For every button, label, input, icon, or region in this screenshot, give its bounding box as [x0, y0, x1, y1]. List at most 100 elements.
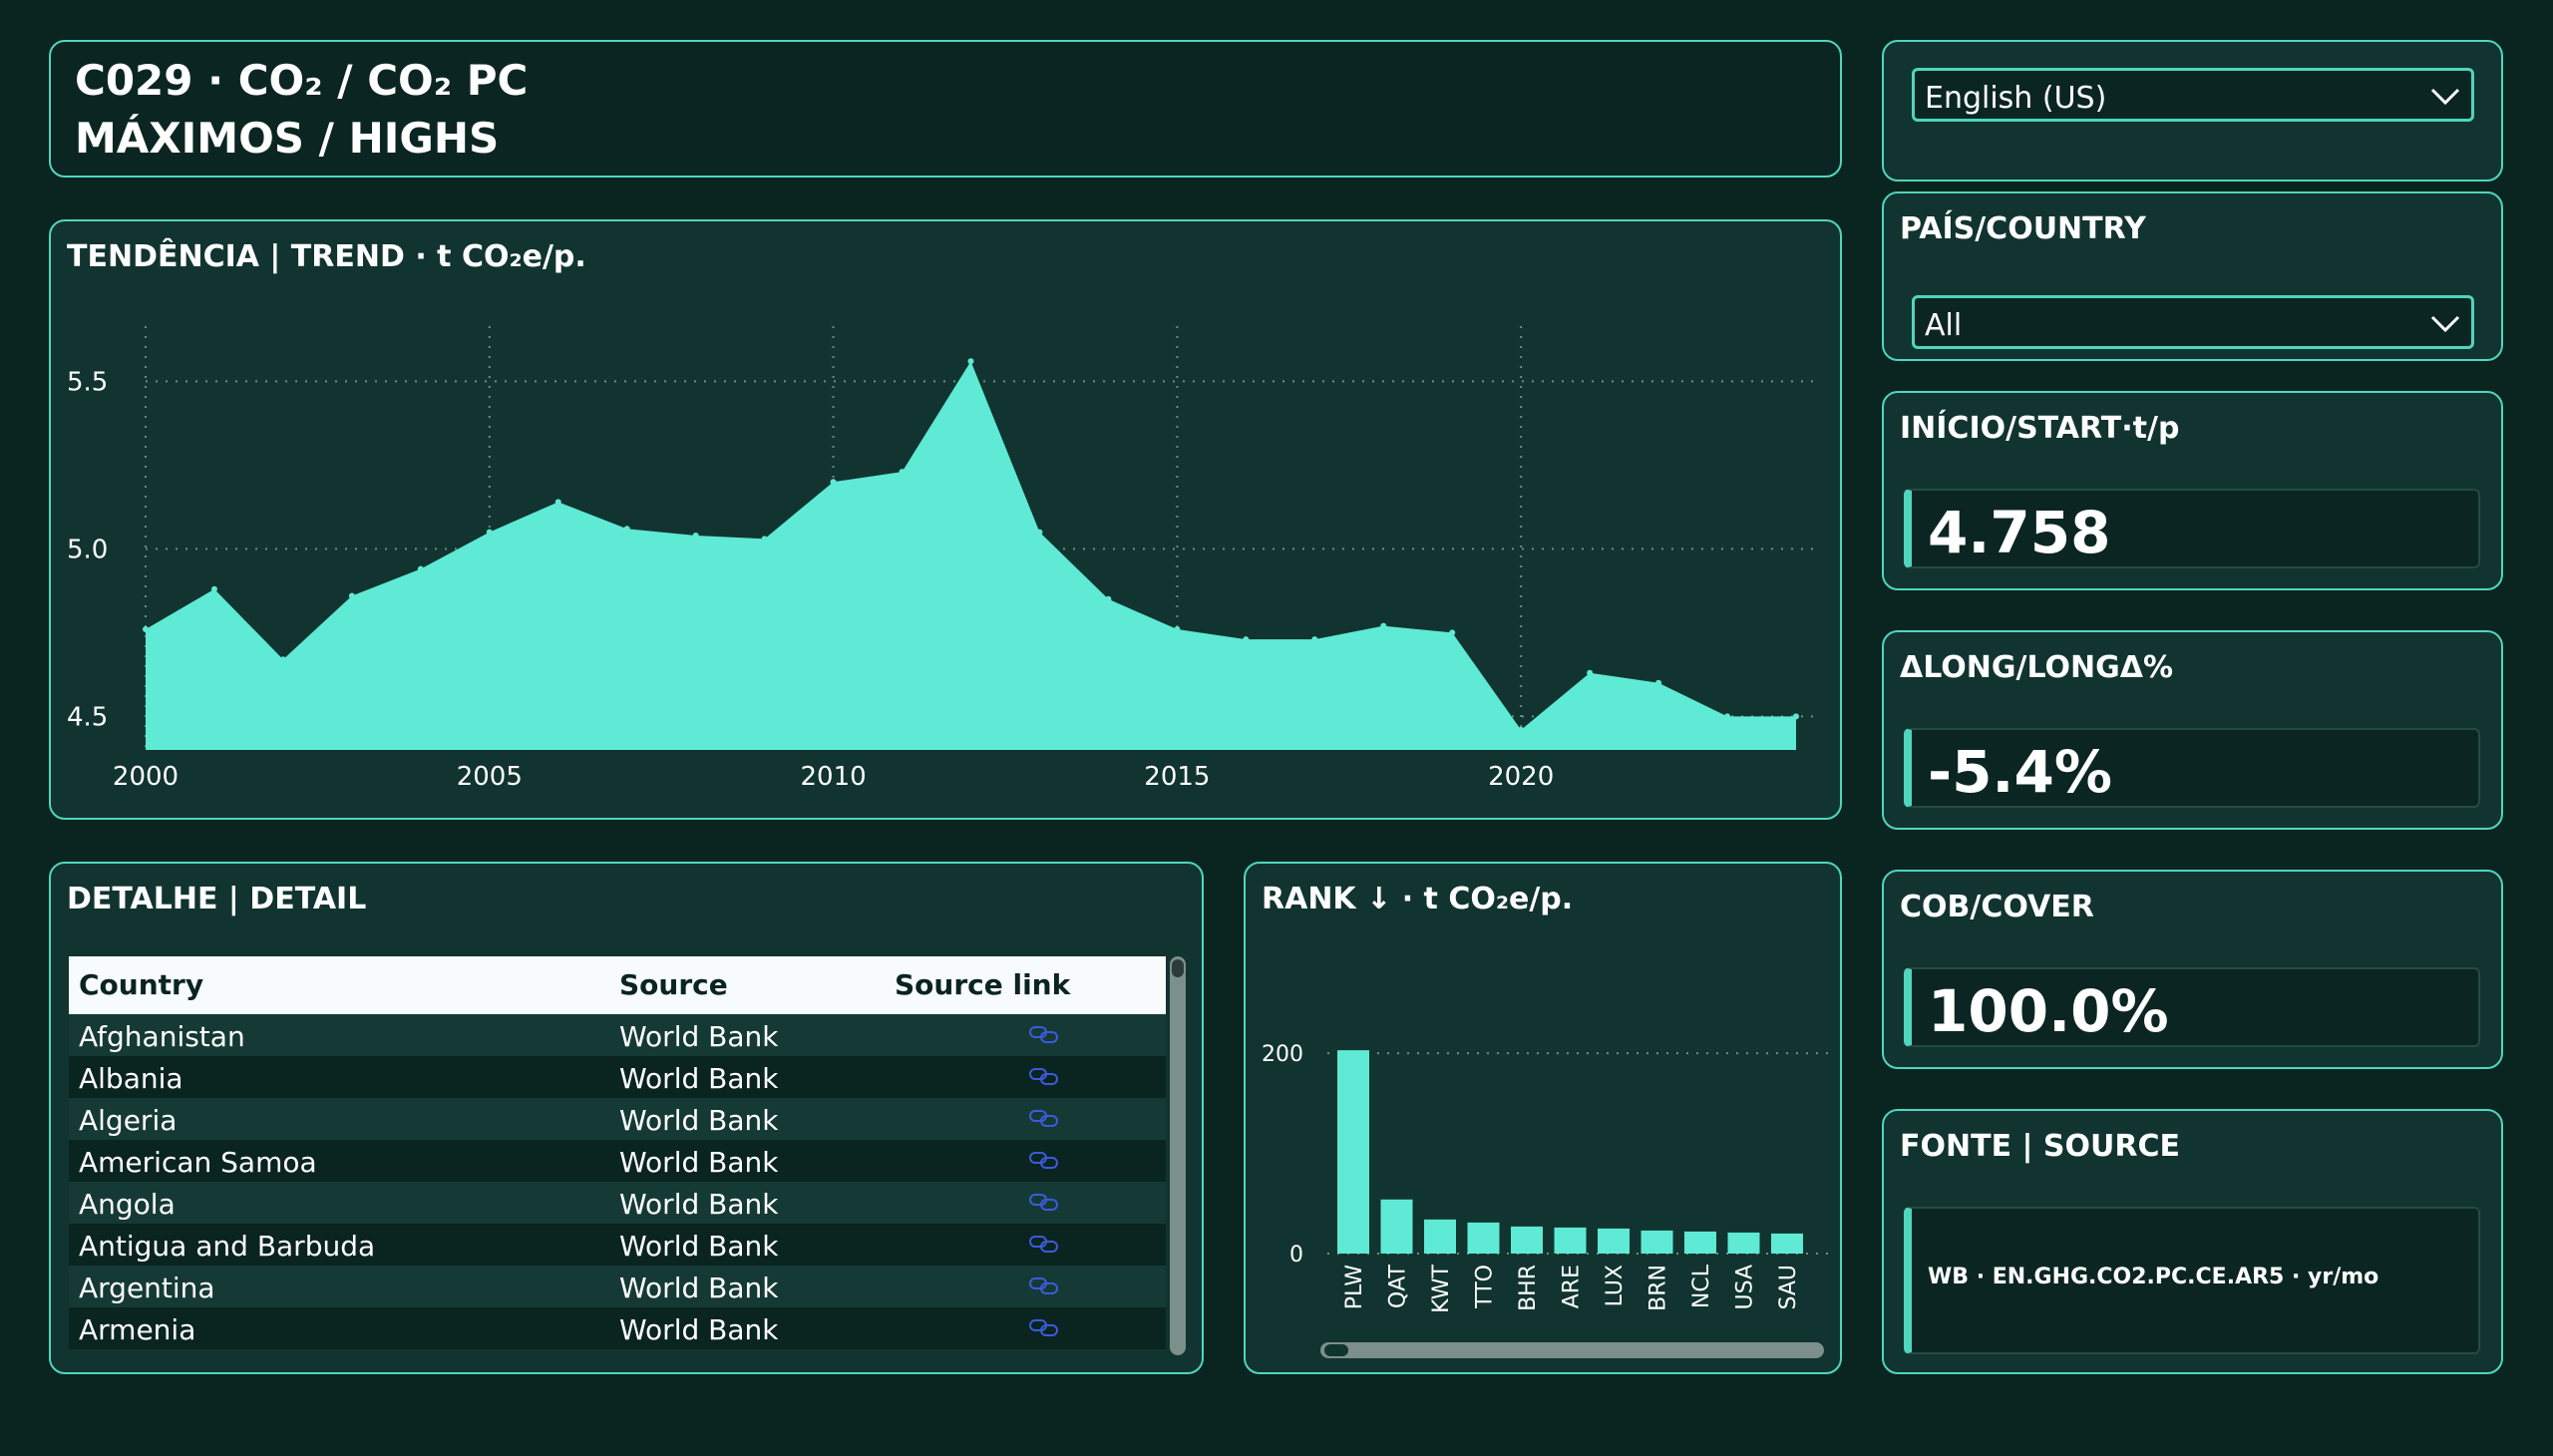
rank-bar[interactable] — [1641, 1230, 1673, 1254]
cell-source: World Bank — [619, 1146, 779, 1179]
trend-point[interactable] — [554, 499, 561, 506]
col-header-source[interactable]: Source — [619, 968, 728, 1001]
x-tick-label: TTO — [1473, 1265, 1498, 1309]
trend-area — [146, 361, 1796, 750]
x-tick-label: 2010 — [800, 762, 866, 792]
table-row[interactable]: American Samoa World Bank — [69, 1140, 1166, 1182]
x-tick-label: ARE — [1560, 1265, 1585, 1308]
link-icon[interactable] — [1028, 1024, 1060, 1044]
x-tick-label: SAU — [1776, 1265, 1801, 1310]
cell-country: Argentina — [79, 1272, 215, 1304]
trend-point[interactable] — [761, 536, 768, 543]
language-dropdown[interactable]: English (US) — [1912, 68, 2474, 122]
rank-bar[interactable] — [1554, 1227, 1587, 1254]
kpi-start-card: 4.758 — [1904, 489, 2480, 568]
rank-bar[interactable] — [1380, 1199, 1413, 1254]
rank-scrollbar[interactable] — [1320, 1342, 1824, 1358]
trend-point[interactable] — [1518, 726, 1525, 733]
cell-country: Albania — [79, 1062, 183, 1095]
cell-country: Algeria — [79, 1104, 178, 1137]
x-tick-label: BHR — [1516, 1265, 1541, 1311]
col-header-country[interactable]: Country — [79, 968, 204, 1001]
cell-source: World Bank — [619, 1272, 779, 1304]
country-selected: All — [1925, 308, 1963, 343]
table-header: Country Source Source link — [69, 956, 1166, 1014]
table-scrollbar-thumb[interactable] — [1172, 959, 1184, 977]
cell-source: World Bank — [619, 1062, 779, 1095]
table-row[interactable]: Angola World Bank — [69, 1182, 1166, 1224]
trend-panel: TENDÊNCIA | TREND · t CO₂e/p. 4.5 5.0 5.5 2… — [49, 219, 1842, 820]
rank-chart[interactable]: 0 200 PLW QAT KWT TTO BHR ARE LUX BRN NCL USA SAU — [1246, 864, 1840, 1372]
title-panel: C029 · CO₂ / CO₂ PC MÁXIMOS / HIGHS — [49, 40, 1842, 178]
trend-point[interactable] — [1243, 636, 1250, 643]
cell-source: World Bank — [619, 1104, 779, 1137]
cell-source: World Bank — [619, 1188, 779, 1221]
rank-bar[interactable] — [1511, 1226, 1543, 1254]
chevron-down-icon — [2430, 88, 2460, 106]
link-icon[interactable] — [1028, 1234, 1060, 1254]
trend-point[interactable] — [1036, 529, 1043, 536]
link-icon[interactable] — [1028, 1317, 1060, 1337]
x-tick-label: 2005 — [457, 762, 523, 792]
trend-title: TENDÊNCIA | TREND · t CO₂e/p. — [67, 239, 586, 274]
rank-bar[interactable] — [1467, 1222, 1500, 1254]
table-scrollbar[interactable] — [1170, 956, 1186, 1355]
kpi-start-value: 4.758 — [1928, 499, 2111, 566]
kpi-start-panel: INÍCIO/START·t/p 4.758 — [1882, 391, 2503, 590]
trend-point[interactable] — [1174, 626, 1181, 633]
trend-point[interactable] — [623, 526, 630, 533]
trend-point[interactable] — [1449, 629, 1456, 636]
col-header-source-link[interactable]: Source link — [895, 968, 1071, 1001]
chevron-down-icon — [2430, 315, 2460, 333]
trend-chart[interactable]: 4.5 5.0 5.5 2000 2005 2010 2015 2020 — [51, 221, 1840, 818]
table-row[interactable]: Argentina World Bank — [69, 1266, 1166, 1307]
link-icon[interactable] — [1028, 1108, 1060, 1128]
trend-point[interactable] — [1724, 713, 1731, 720]
trend-point[interactable] — [143, 626, 149, 633]
kpi-cover-value: 100.0% — [1928, 977, 2169, 1045]
trend-point[interactable] — [279, 656, 286, 663]
detail-panel: DETALHE | DETAIL Country Source Source l… — [49, 862, 1204, 1374]
source-card: WB · EN.GHG.CO2.PC.CE.AR5 · yr/mo — [1904, 1207, 2480, 1354]
table-row[interactable]: Armenia World Bank — [69, 1307, 1166, 1349]
rank-bar[interactable] — [1771, 1233, 1803, 1254]
trend-point[interactable] — [348, 592, 355, 599]
table-row[interactable]: Antigua and Barbuda World Bank — [69, 1224, 1166, 1266]
trend-point[interactable] — [1655, 679, 1662, 686]
trend-point[interactable] — [1587, 669, 1594, 676]
kpi-start-label: INÍCIO/START·t/p — [1900, 411, 2180, 446]
link-icon[interactable] — [1028, 1275, 1060, 1295]
table-row[interactable]: Afghanistan World Bank — [69, 1014, 1166, 1056]
page-subtitle: MÁXIMOS / HIGHS — [75, 114, 500, 163]
rank-bar[interactable] — [1727, 1232, 1760, 1254]
rank-scrollbar-thumb[interactable] — [1324, 1344, 1348, 1356]
trend-point[interactable] — [899, 469, 906, 476]
trend-point[interactable] — [830, 479, 837, 486]
trend-point[interactable] — [1380, 622, 1387, 629]
detail-table[interactable]: Country Source Source link Afghanistan Wo… — [69, 956, 1166, 1355]
trend-point[interactable] — [1311, 636, 1318, 643]
rank-bar[interactable] — [1424, 1219, 1456, 1254]
link-icon[interactable] — [1028, 1192, 1060, 1212]
rank-bar[interactable] — [1598, 1228, 1630, 1254]
trend-point[interactable] — [967, 358, 974, 365]
kpi-delta-card: -5.4% — [1904, 728, 2480, 808]
trend-point[interactable] — [210, 585, 217, 592]
y-tick-label: 4.5 — [67, 702, 108, 732]
rank-bar[interactable] — [1337, 1050, 1369, 1254]
kpi-delta-label: ΔLONG/LONGΔ% — [1900, 650, 2174, 685]
x-tick-label: QAT — [1386, 1264, 1411, 1308]
country-dropdown[interactable]: All — [1912, 295, 2474, 349]
trend-point[interactable] — [417, 565, 424, 572]
table-row[interactable]: Albania World Bank — [69, 1056, 1166, 1098]
trend-point[interactable] — [1105, 595, 1112, 602]
cell-country: Afghanistan — [79, 1020, 245, 1053]
trend-point[interactable] — [486, 529, 493, 536]
link-icon[interactable] — [1028, 1150, 1060, 1170]
cell-country: American Samoa — [79, 1146, 317, 1179]
trend-point[interactable] — [692, 532, 699, 539]
rank-bar[interactable] — [1684, 1231, 1716, 1254]
trend-point[interactable] — [1793, 713, 1799, 720]
link-icon[interactable] — [1028, 1066, 1060, 1086]
table-row[interactable]: Algeria World Bank — [69, 1098, 1166, 1140]
